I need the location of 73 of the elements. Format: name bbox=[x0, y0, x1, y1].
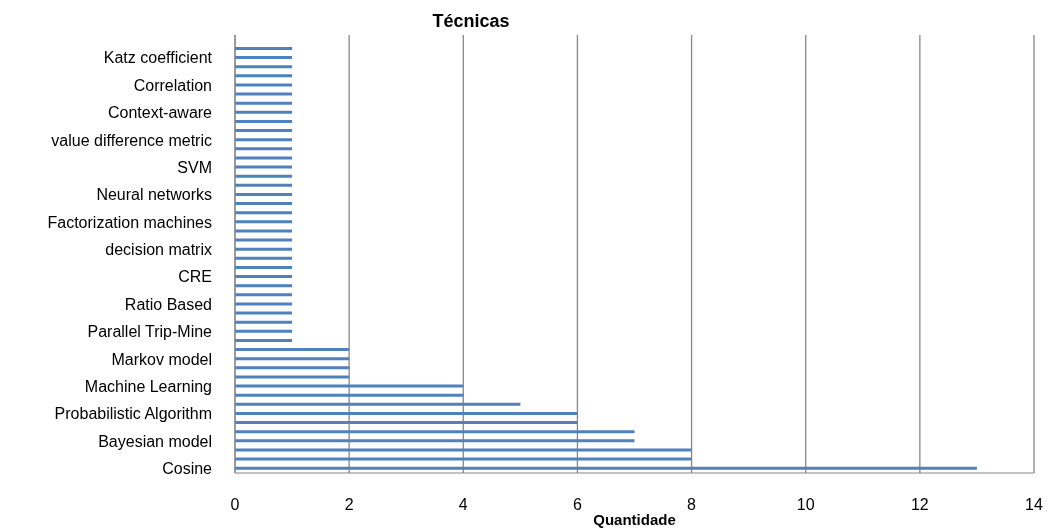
bar bbox=[235, 357, 350, 361]
y-tick-label: Markov model bbox=[111, 350, 212, 368]
x-tick-label: 10 bbox=[796, 496, 815, 514]
bar bbox=[235, 92, 293, 96]
bar bbox=[235, 275, 293, 279]
y-tick-label: value difference metric bbox=[51, 131, 212, 149]
bar bbox=[235, 393, 464, 397]
bar bbox=[235, 366, 350, 370]
y-tick-label: Katz coefficient bbox=[103, 49, 213, 67]
bar bbox=[235, 56, 293, 60]
bar bbox=[235, 375, 350, 379]
bar bbox=[235, 129, 293, 133]
y-tick-label: Neural networks bbox=[96, 186, 212, 204]
x-tick-label: 4 bbox=[458, 496, 468, 514]
bar bbox=[235, 265, 293, 269]
bar bbox=[235, 65, 293, 69]
y-tick-label: Bayesian model bbox=[98, 432, 212, 450]
x-tick-label: 2 bbox=[344, 496, 354, 514]
bar bbox=[235, 430, 635, 434]
bar bbox=[235, 311, 293, 315]
bar bbox=[235, 74, 293, 78]
bar bbox=[235, 220, 293, 224]
bar bbox=[235, 466, 977, 470]
bar bbox=[235, 174, 293, 178]
x-tick-label: 6 bbox=[572, 496, 582, 514]
bar bbox=[235, 110, 293, 114]
y-tick-label: Probabilistic Algorithm bbox=[54, 405, 212, 423]
bar bbox=[235, 83, 293, 87]
y-tick-label: Correlation bbox=[133, 76, 212, 94]
bar bbox=[235, 284, 293, 288]
bar bbox=[235, 211, 293, 215]
bar bbox=[235, 229, 293, 233]
bar bbox=[235, 293, 293, 297]
bar bbox=[235, 411, 578, 415]
y-tick-label: Ratio Based bbox=[124, 295, 212, 313]
bar bbox=[235, 147, 293, 151]
bar bbox=[235, 256, 293, 260]
bar bbox=[235, 156, 293, 160]
bar bbox=[235, 46, 293, 50]
y-tick-label: CRE bbox=[178, 268, 212, 286]
bar bbox=[235, 439, 635, 443]
bar bbox=[235, 165, 293, 169]
y-tick-label: Machine Learning bbox=[84, 377, 212, 395]
bar bbox=[235, 457, 692, 461]
y-tick-label: Parallel Trip-Mine bbox=[87, 323, 213, 341]
bar bbox=[235, 183, 293, 187]
bar bbox=[235, 238, 293, 242]
y-tick-label: SVM bbox=[177, 158, 212, 176]
bar bbox=[235, 138, 293, 142]
bar bbox=[235, 202, 293, 206]
bar bbox=[235, 302, 293, 306]
x-tick-label: 8 bbox=[687, 496, 697, 514]
x-tick-label: 14 bbox=[1025, 496, 1043, 514]
bar bbox=[235, 402, 521, 406]
y-tick-label: decision matrix bbox=[105, 241, 212, 259]
bar bbox=[235, 384, 464, 388]
chart-title: Técnicas bbox=[431, 10, 511, 32]
bar bbox=[235, 119, 293, 123]
x-tick-label: 0 bbox=[230, 496, 240, 514]
x-tick-label: 12 bbox=[910, 496, 929, 514]
bar bbox=[235, 320, 293, 324]
y-tick-label: Context-aware bbox=[107, 104, 213, 122]
y-tick-label: Cosine bbox=[162, 460, 213, 478]
x-axis-title: Quantidade bbox=[593, 511, 676, 528]
bar bbox=[235, 448, 692, 452]
bar bbox=[235, 421, 578, 425]
y-tick-label: Factorization machines bbox=[47, 213, 212, 231]
bar bbox=[235, 192, 293, 196]
bar bbox=[235, 348, 350, 352]
bar bbox=[235, 329, 293, 333]
bar bbox=[235, 338, 293, 342]
bar bbox=[235, 247, 293, 251]
bar bbox=[235, 101, 293, 105]
